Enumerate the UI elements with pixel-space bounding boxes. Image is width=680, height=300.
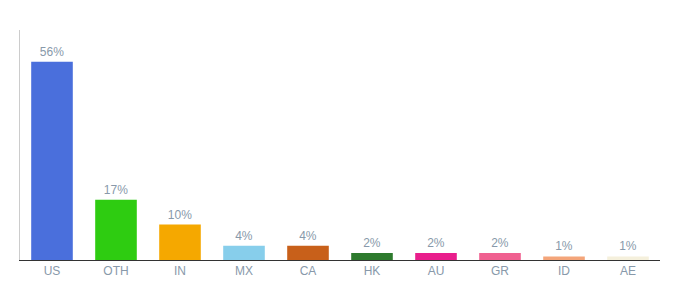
svg-text:10%: 10%	[168, 208, 192, 222]
svg-text:MX: MX	[235, 264, 253, 278]
svg-text:GR: GR	[491, 264, 509, 278]
svg-text:2%: 2%	[491, 236, 509, 250]
svg-text:IN: IN	[174, 264, 186, 278]
svg-text:56%: 56%	[40, 45, 64, 59]
svg-text:4%: 4%	[299, 229, 317, 243]
svg-text:2%: 2%	[427, 236, 445, 250]
svg-text:17%: 17%	[104, 183, 128, 197]
svg-text:AU: AU	[428, 264, 445, 278]
svg-text:OTH: OTH	[103, 264, 128, 278]
svg-text:HK: HK	[364, 264, 381, 278]
svg-text:US: US	[44, 264, 61, 278]
svg-text:2%: 2%	[363, 236, 381, 250]
svg-text:ID: ID	[558, 264, 570, 278]
svg-text:1%: 1%	[555, 239, 573, 253]
svg-text:1%: 1%	[619, 239, 637, 253]
svg-text:AE: AE	[620, 264, 636, 278]
svg-text:4%: 4%	[235, 229, 253, 243]
svg-text:CA: CA	[300, 264, 317, 278]
